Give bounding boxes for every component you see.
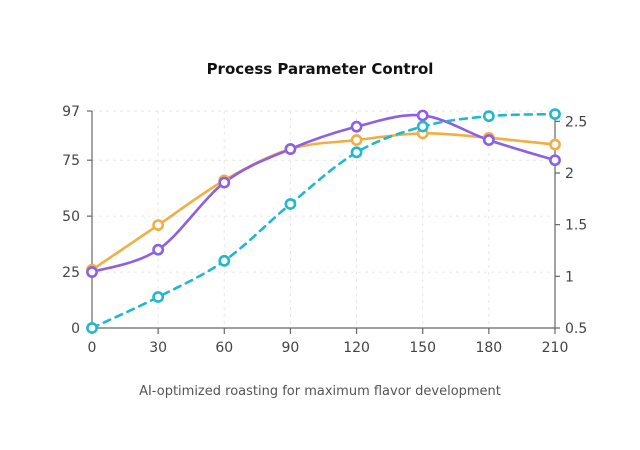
series-3-point bbox=[350, 146, 363, 159]
axes: 0 30 60 90 120 150 180 210 0 25 50 75 97 0.5 1 1.5 2 2.5 bbox=[62, 104, 587, 356]
x-tick-label: 210 bbox=[542, 340, 569, 356]
series-1-point bbox=[350, 134, 363, 146]
x-tick-label: 180 bbox=[475, 340, 502, 356]
x-tick-label: 150 bbox=[409, 340, 436, 356]
x-tick-label: 0 bbox=[88, 340, 97, 356]
series-2-line bbox=[90, 113, 557, 274]
series-3-point bbox=[482, 110, 495, 123]
series-2-point bbox=[549, 154, 561, 167]
left-y-tick-label: 75 bbox=[62, 153, 80, 169]
series-3-point bbox=[152, 291, 165, 303]
right-y-tick-label: 1 bbox=[565, 269, 574, 285]
series-3-point bbox=[86, 322, 98, 334]
series-3-line bbox=[90, 112, 557, 330]
series-2-point bbox=[86, 266, 98, 278]
left-y-tick-label: 0 bbox=[71, 321, 80, 337]
series-2-point bbox=[350, 120, 363, 133]
right-y-tick-label: 1.5 bbox=[565, 218, 587, 234]
right-y-tick-label: 0.5 bbox=[565, 321, 587, 337]
x-tick-label: 90 bbox=[282, 340, 300, 356]
series-3-point bbox=[284, 198, 297, 210]
chart-subtitle: AI-optimized roasting for maximum flavor… bbox=[139, 384, 501, 399]
chart-title: Process Parameter Control bbox=[207, 60, 434, 78]
x-tick-label: 120 bbox=[343, 340, 370, 356]
left-y-tick-label: 97 bbox=[62, 104, 80, 120]
series-3-point bbox=[416, 120, 429, 133]
left-y-tick-label: 25 bbox=[62, 265, 80, 281]
series-2-point bbox=[152, 243, 165, 256]
right-y-tick-label: 2 bbox=[565, 166, 574, 182]
series-1-point bbox=[549, 138, 561, 151]
left-y-tick-label: 50 bbox=[62, 209, 80, 225]
series-2-point bbox=[284, 143, 297, 155]
series-2-point bbox=[482, 134, 495, 146]
right-y-tick-label: 2.5 bbox=[565, 114, 587, 130]
series-3-point bbox=[549, 108, 561, 120]
series-1-point bbox=[152, 219, 165, 231]
series-2-point bbox=[416, 109, 429, 122]
markers bbox=[86, 108, 561, 334]
series bbox=[90, 112, 557, 330]
x-tick-label: 60 bbox=[215, 340, 233, 356]
series-3-point bbox=[218, 254, 231, 267]
x-tick-label: 30 bbox=[149, 340, 167, 356]
series-2-point bbox=[218, 176, 231, 189]
